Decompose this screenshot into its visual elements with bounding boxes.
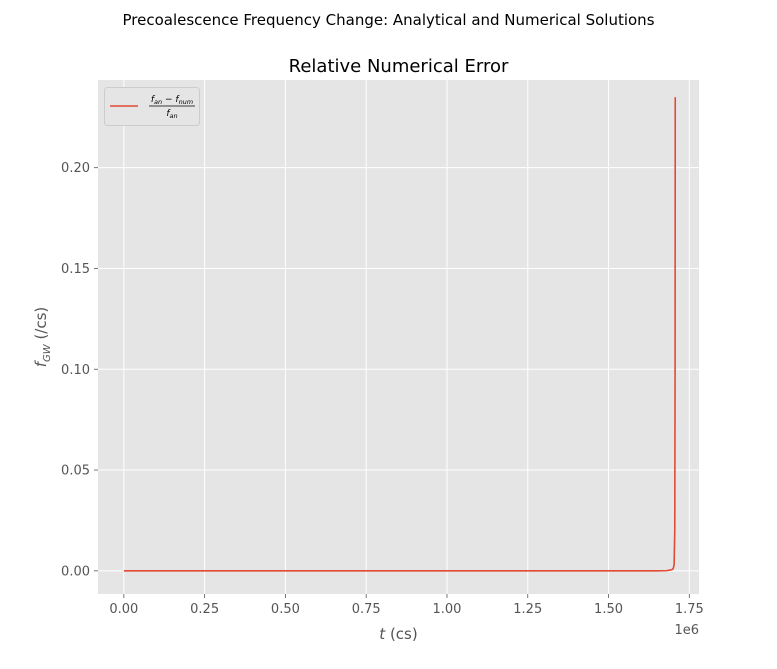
y-tick-label: 0.20 <box>61 161 90 176</box>
plot-area-background <box>98 80 699 594</box>
x-tick-label: 1.50 <box>594 602 623 617</box>
x-tick-label: 1.25 <box>513 602 542 617</box>
series-line <box>123 97 677 572</box>
x-tick-labels: 0.00 0.25 0.50 0.75 1.00 1.25 1.50 1.75 <box>109 594 704 617</box>
chart-title: Relative Numerical Error <box>289 56 509 77</box>
y-tick-label: 0.00 <box>61 564 90 579</box>
y-tick-label: 0.05 <box>61 464 90 479</box>
x-axis-offset-label: 1e6 <box>674 623 699 638</box>
x-axis-label: t (cs) <box>379 625 417 643</box>
legend-box <box>104 87 200 126</box>
y-tick-label: 0.15 <box>61 262 90 277</box>
y-axis-label: fGW (/cs) <box>32 307 53 368</box>
series-layer <box>123 97 677 572</box>
x-tick-label: 0.50 <box>271 602 300 617</box>
x-tick-label: 0.25 <box>190 602 219 617</box>
x-tick-label: 1.00 <box>432 602 461 617</box>
figure-suptitle: Precoalescence Frequency Change: Analyti… <box>122 11 654 29</box>
y-tick-labels: 0.00 0.05 0.10 0.15 0.20 <box>61 161 98 579</box>
x-tick-label: 0.75 <box>352 602 381 617</box>
x-tick-label: 1.75 <box>675 602 704 617</box>
svg-text:fan − fnum: fan − fnum <box>151 95 193 106</box>
svg-text:fan: fan <box>166 109 177 120</box>
legend-label-series: fan − fnum fan <box>149 95 195 120</box>
x-tick-label: 0.00 <box>109 602 138 617</box>
y-tick-label: 0.10 <box>61 363 90 378</box>
legend: fan − fnum fan <box>104 87 200 126</box>
